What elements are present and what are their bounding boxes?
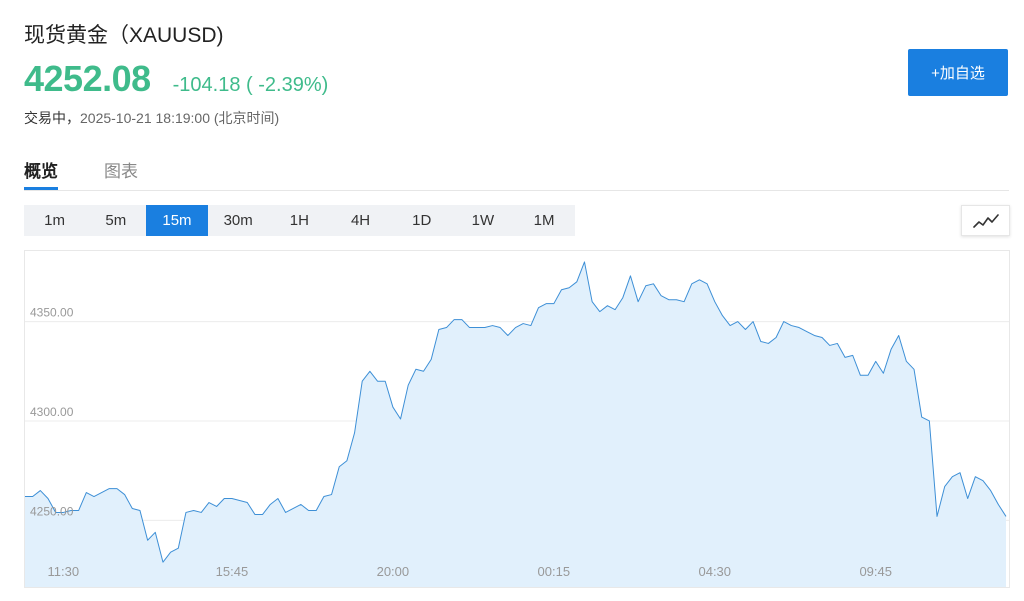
price-line — [25, 261, 1007, 563]
page-title: 现货黄金（XAUUSD) — [24, 24, 224, 47]
x-tick-label-1: 15:45 — [216, 564, 249, 579]
interval-5m[interactable]: 5m — [105, 212, 127, 229]
price-change: -104.18 ( -2.39%) — [172, 74, 329, 96]
interval-15m[interactable]: 15m — [146, 205, 208, 236]
x-tick-label-5: 09:45 — [859, 564, 892, 579]
interval-1m[interactable]: 1m — [44, 212, 66, 229]
interval-1mo[interactable]: 1M — [533, 212, 555, 229]
x-tick-label-4: 04:30 — [698, 564, 731, 579]
trading-status: 交易中， — [24, 110, 80, 126]
x-tick-label-3: 00:15 — [538, 564, 571, 579]
price-area-fill — [25, 261, 1006, 588]
x-tick-label-2: 20:00 — [377, 564, 410, 579]
y-tick-label-0: 4250.00 — [30, 504, 74, 518]
price-chart-svg: 4250.00 4300.00 4350.00 11:30 15:45 20:00 00:… — [24, 250, 1024, 588]
interval-30m[interactable]: 30m — [223, 212, 253, 229]
interval-1w[interactable]: 1W — [471, 212, 495, 229]
y-tick-label-2: 4350.00 — [30, 306, 74, 320]
interval-1h[interactable]: 1H — [289, 212, 309, 229]
interval-4h[interactable]: 4H — [350, 212, 371, 229]
chart-frame — [24, 250, 1010, 588]
y-axis-ticks: 4250.00 4300.00 4350.00 — [30, 306, 74, 519]
interval-selector: 1m 5m 15m 30m 1H 4H 1D 1W 1M — [24, 205, 575, 236]
trading-status-row: 交易中，2025-10-21 18:19:00 (北京时间) — [24, 108, 279, 128]
price-chart: 4250.00 4300.00 4350.00 11:30 15:45 20:00 00:… — [24, 250, 1024, 588]
price-row: 4252.08 -104.18 ( -2.39%) — [24, 58, 328, 100]
current-price: 4252.08 — [24, 58, 151, 99]
y-tick-label-1: 4300.00 — [30, 405, 74, 419]
tab-bar: 概览 图表 — [24, 150, 1009, 191]
chart-type-button[interactable] — [961, 205, 1010, 236]
tab-chart[interactable]: 图表 — [104, 162, 138, 181]
interval-1d[interactable]: 1D — [412, 212, 432, 229]
x-tick-label-0: 11:30 — [48, 564, 80, 579]
tab-overview[interactable]: 概览 — [24, 157, 58, 190]
quote-timestamp: 2025-10-21 18:19:00 (北京时间) — [80, 110, 280, 126]
add-to-watchlist-button[interactable]: +加自选 — [908, 49, 1008, 96]
line-chart-icon — [972, 213, 999, 228]
